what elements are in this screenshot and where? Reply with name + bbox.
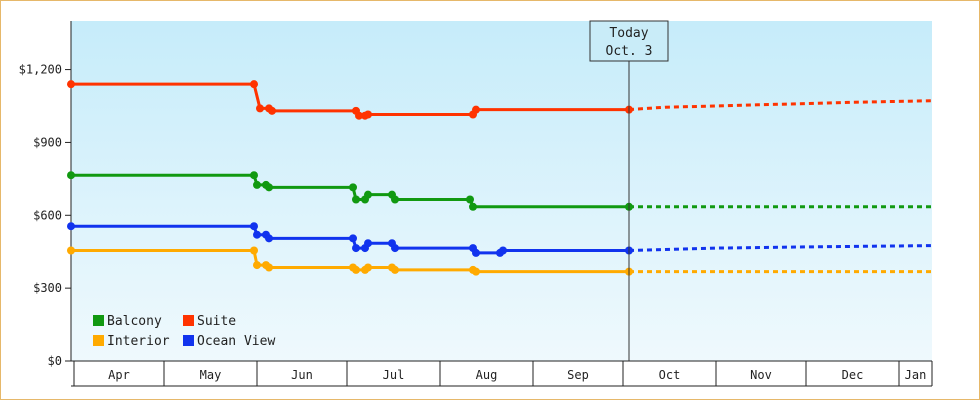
legend-item[interactable]: Ocean View — [183, 334, 275, 349]
legend-item[interactable]: Interior — [93, 334, 170, 349]
data-point[interactable] — [391, 265, 399, 274]
data-point[interactable] — [67, 222, 75, 231]
data-point[interactable] — [250, 80, 258, 89]
x-axis: Apr May Jun Jul Aug Sep Oct Nov Dec Jan — [71, 360, 933, 387]
x-tick-label: Jul — [383, 368, 405, 382]
data-point[interactable] — [250, 171, 258, 180]
x-tick-label: Dec — [842, 368, 864, 382]
series-suite — [67, 80, 933, 120]
today-label: Today — [609, 26, 648, 41]
data-point[interactable] — [67, 246, 75, 255]
legend-label: Balcony — [107, 314, 162, 329]
data-point[interactable] — [67, 80, 75, 89]
data-point[interactable] — [250, 246, 258, 255]
data-point[interactable] — [265, 234, 273, 243]
data-point[interactable] — [352, 195, 360, 204]
series-interior — [67, 246, 932, 276]
data-point[interactable] — [253, 261, 261, 270]
data-point[interactable] — [391, 244, 399, 253]
data-point[interactable] — [466, 195, 474, 204]
today-date-label: Oct. 3 — [606, 44, 653, 59]
data-point[interactable] — [472, 267, 480, 276]
today-marker: Today Oct. 3 — [589, 20, 669, 361]
data-point[interactable] — [364, 263, 372, 272]
legend-swatch — [93, 315, 104, 326]
y-tick-label: $0 — [48, 354, 62, 368]
series-forecast-line — [628, 99, 933, 112]
y-tick-label: $1,200 — [19, 63, 62, 77]
today-box — [589, 20, 669, 62]
plot-background — [71, 21, 932, 361]
data-point[interactable] — [256, 104, 264, 113]
y-tick-label: $300 — [33, 281, 62, 295]
data-point[interactable] — [355, 111, 363, 120]
series-ocean-view — [67, 222, 933, 257]
legend-label: Suite — [197, 314, 236, 329]
data-point[interactable] — [352, 265, 360, 274]
x-tick-label: Oct — [659, 368, 681, 382]
data-point[interactable] — [253, 230, 261, 239]
x-tick-label: Jun — [291, 368, 313, 382]
legend-swatch — [183, 335, 194, 346]
x-tick-label: May — [200, 368, 222, 382]
y-tick-label: $900 — [33, 135, 62, 149]
data-point[interactable] — [472, 105, 480, 114]
legend-item[interactable]: Suite — [183, 314, 236, 329]
data-point[interactable] — [67, 171, 75, 180]
series-balcony — [67, 171, 932, 211]
data-point[interactable] — [352, 244, 360, 253]
data-point[interactable] — [469, 202, 477, 211]
data-point[interactable] — [250, 222, 258, 231]
data-point[interactable] — [364, 190, 372, 199]
data-point[interactable] — [391, 195, 399, 204]
data-point[interactable] — [364, 239, 372, 248]
data-point[interactable] — [265, 183, 273, 192]
x-tick-label: Sep — [567, 368, 589, 382]
data-point[interactable] — [268, 106, 276, 115]
x-tick-label: Jan — [905, 368, 927, 382]
legend: Balcony Suite Interior Ocean View — [93, 314, 275, 349]
x-tick-label: Aug — [476, 368, 498, 382]
legend-swatch — [183, 315, 194, 326]
data-point[interactable] — [349, 183, 357, 192]
legend-item[interactable]: Balcony — [93, 314, 162, 329]
series-layer — [67, 80, 933, 276]
data-point[interactable] — [349, 234, 357, 243]
data-point[interactable] — [364, 110, 372, 119]
data-point[interactable] — [472, 248, 480, 257]
x-tick-label: Apr — [108, 368, 130, 382]
y-axis: $0 $300 $600 $900 $1,200 — [19, 21, 72, 368]
legend-label: Interior — [107, 334, 170, 349]
y-tick-label: $600 — [33, 208, 62, 222]
legend-swatch — [93, 335, 104, 346]
data-point[interactable] — [253, 180, 261, 189]
data-point[interactable] — [499, 246, 507, 255]
legend-label: Ocean View — [197, 334, 275, 349]
x-tick-label: Nov — [750, 368, 772, 382]
data-point[interactable] — [265, 263, 273, 272]
